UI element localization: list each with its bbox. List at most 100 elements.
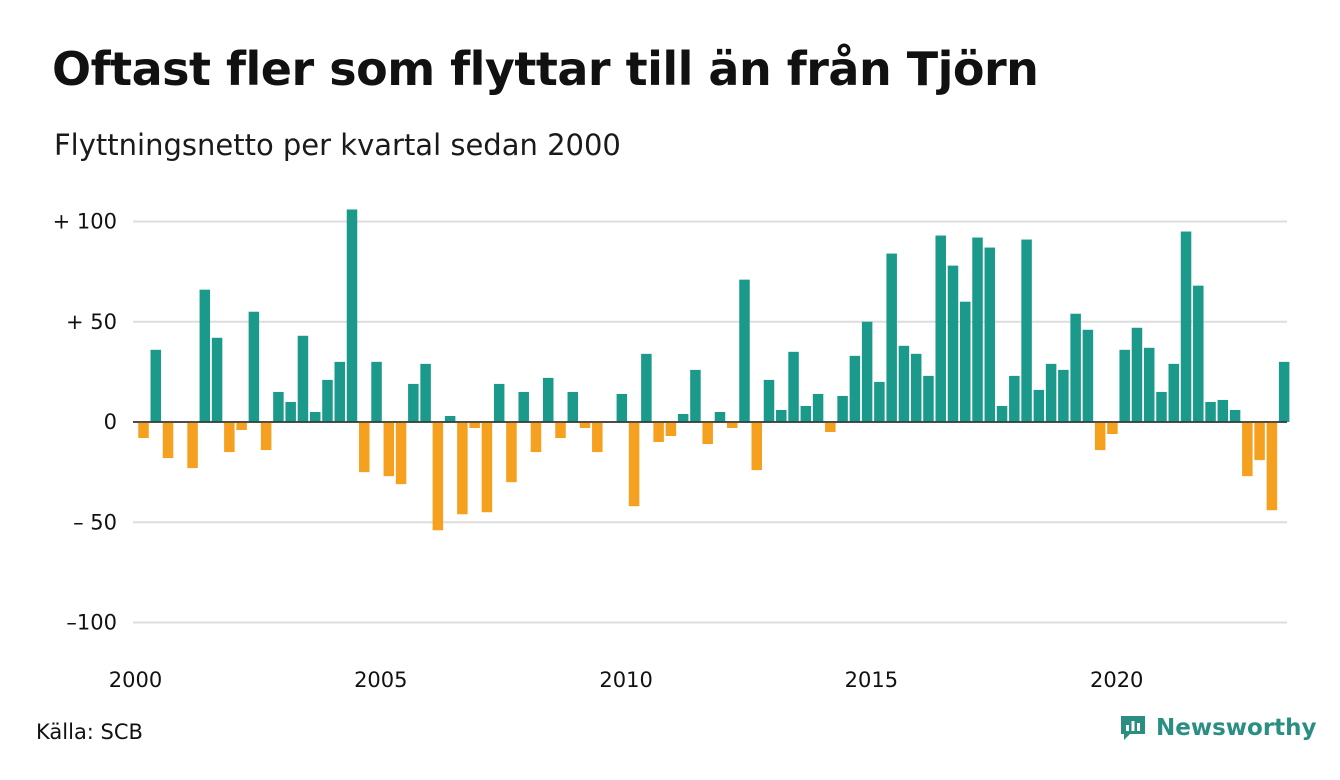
bar [481,422,493,513]
bar [1045,363,1057,422]
y-tick-label: – 50 [73,510,117,534]
bar [1180,231,1192,422]
bar [334,361,345,422]
x-tick-label: 2010 [599,668,652,692]
bar [444,415,456,422]
bar [653,422,664,443]
bar [874,381,885,422]
bar [714,411,726,422]
bar [469,422,480,429]
bar [923,375,934,422]
bar [1217,399,1229,422]
bar [1033,389,1045,422]
bar [800,405,812,422]
bar [518,391,529,422]
bar [432,422,444,531]
y-tick-label: 0 [104,410,117,434]
bar [972,237,983,422]
bar [150,349,162,422]
bar [1058,369,1069,422]
bar [763,379,775,422]
bar [739,279,750,422]
bar [1254,422,1265,461]
bar [555,422,566,439]
bar [1193,285,1204,422]
bar [677,413,689,422]
bar [1242,422,1253,477]
bar [751,422,762,471]
bar [910,353,922,422]
bar [690,369,701,422]
bar [861,321,873,422]
bar [1205,401,1216,422]
x-tick-label: 2015 [845,668,898,692]
bar [493,383,505,422]
bar [665,422,677,437]
y-tick-label: –100 [66,611,117,635]
chart-subtitle: Flyttningsnetto per kvartal sedan 2000 [54,128,621,162]
bar [960,301,971,422]
bar [567,391,579,422]
bar [812,393,824,422]
axes: + 100 + 50 0 – 50 –100 2000 2005 2010 2015 2020 [53,210,1287,692]
bar [248,311,260,422]
bar [726,422,738,429]
bar [898,345,910,422]
bar [886,253,897,422]
bar [935,235,946,422]
bar [322,379,333,422]
bar [825,422,836,433]
bar [1119,349,1130,422]
bar [1094,422,1106,451]
bar [1278,361,1290,422]
bar [530,422,542,453]
y-tick-label: + 50 [66,310,117,334]
x-tick-label: 2005 [354,668,407,692]
bar [1082,329,1094,422]
bar [628,422,640,507]
bar [162,422,174,459]
bars [138,209,1290,531]
bar [592,422,603,453]
x-tick-label: 2000 [109,668,162,692]
bar [359,422,370,473]
bar [849,355,861,422]
bar [420,363,431,422]
bar [138,422,149,439]
bar [211,337,223,422]
bar [224,422,235,453]
bar [579,422,591,429]
bar [1143,347,1155,422]
bar [984,247,996,422]
bar [236,422,247,431]
bar [616,393,628,422]
bar [996,405,1008,422]
bar [776,409,787,422]
bar [199,289,211,422]
brand-logo[interactable]: Newsworthy [1118,713,1317,743]
source-note: Källa: SCB [36,720,143,744]
bar [1156,391,1167,422]
bar [297,335,309,422]
bar [408,383,419,422]
bar [1107,422,1118,435]
x-tick-label: 2020 [1090,668,1143,692]
bar [1266,422,1278,511]
bar [383,422,395,477]
bar [1168,363,1180,422]
bar [1131,327,1143,422]
bar [1070,313,1081,422]
bar [285,401,296,422]
bar [1021,239,1032,422]
bar [947,265,959,422]
bar [1229,409,1241,422]
bar [788,351,799,422]
bar [260,422,272,451]
bar [273,391,284,422]
chart-title: Oftast fler som flyttar till än från Tjö… [52,42,1039,96]
bar [457,422,468,515]
y-tick-label: + 100 [53,210,117,234]
bar [309,411,321,422]
brand-name: Newsworthy [1156,715,1317,741]
